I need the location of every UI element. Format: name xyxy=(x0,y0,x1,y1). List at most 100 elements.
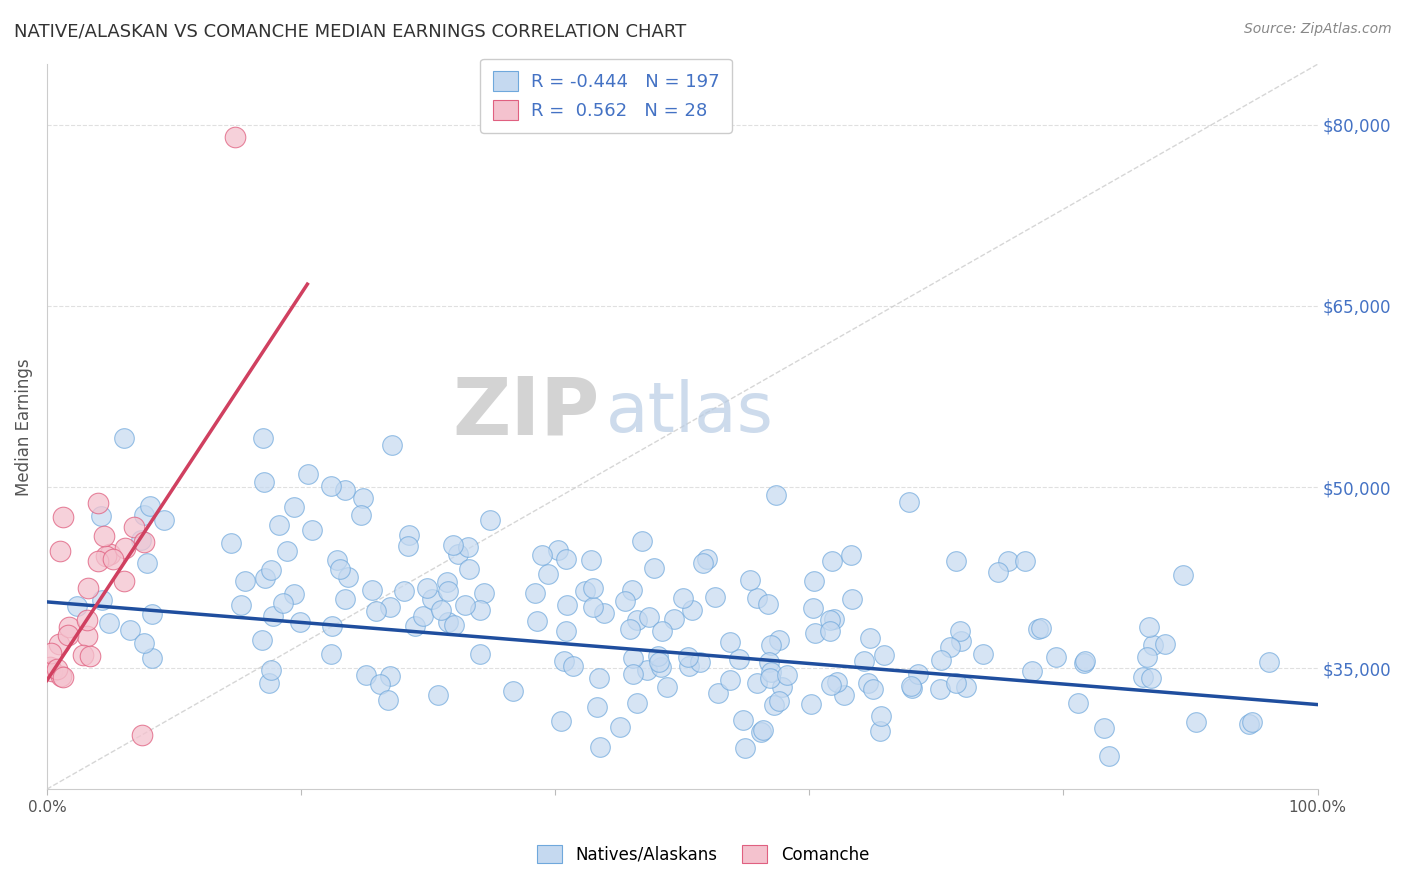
Point xyxy=(436,615,458,630)
Point xyxy=(696,552,718,566)
Point xyxy=(972,647,994,661)
Point xyxy=(626,696,648,710)
Point xyxy=(41,646,63,660)
Point xyxy=(651,624,673,638)
Point xyxy=(997,553,1019,567)
Point xyxy=(531,548,554,562)
Point xyxy=(1154,636,1177,650)
Point xyxy=(430,603,453,617)
Point xyxy=(955,680,977,694)
Point xyxy=(1173,568,1195,582)
Point xyxy=(458,562,481,576)
Point xyxy=(380,669,402,683)
Point xyxy=(620,583,643,598)
Point xyxy=(48,637,70,651)
Text: Source: ZipAtlas.com: Source: ZipAtlas.com xyxy=(1244,22,1392,37)
Point xyxy=(803,574,825,588)
Point xyxy=(118,623,141,637)
Point xyxy=(901,681,924,695)
Point xyxy=(114,541,136,556)
Point xyxy=(672,591,695,606)
Point xyxy=(756,597,779,611)
Point xyxy=(801,601,824,615)
Point xyxy=(457,540,479,554)
Point xyxy=(368,677,391,691)
Point xyxy=(728,652,751,666)
Point xyxy=(96,549,118,563)
Point xyxy=(664,612,686,626)
Point xyxy=(288,615,311,629)
Point xyxy=(554,552,576,566)
Point xyxy=(76,613,98,627)
Point xyxy=(1014,554,1036,568)
Point xyxy=(804,625,827,640)
Point xyxy=(441,539,464,553)
Point xyxy=(643,560,665,574)
Point xyxy=(621,651,644,665)
Point xyxy=(1139,619,1161,633)
Point xyxy=(1237,716,1260,731)
Point xyxy=(681,603,703,617)
Point xyxy=(1066,696,1088,710)
Point xyxy=(1021,664,1043,678)
Point xyxy=(48,544,70,558)
Y-axis label: Median Earnings: Median Earnings xyxy=(15,358,32,496)
Point xyxy=(427,688,450,702)
Point xyxy=(76,581,98,595)
Point xyxy=(52,670,75,684)
Point xyxy=(472,586,495,600)
Point xyxy=(478,513,501,527)
Point xyxy=(437,583,460,598)
Point xyxy=(321,647,343,661)
Point xyxy=(41,665,63,679)
Point xyxy=(260,563,283,577)
Point xyxy=(758,655,780,669)
Point xyxy=(759,671,782,685)
Point xyxy=(325,552,347,566)
Point xyxy=(689,655,711,669)
Point xyxy=(378,600,401,615)
Point xyxy=(470,603,492,617)
Point xyxy=(931,653,953,667)
Point xyxy=(1136,649,1159,664)
Point xyxy=(738,573,761,587)
Point xyxy=(51,668,73,682)
Point xyxy=(229,598,252,612)
Point xyxy=(252,431,274,445)
Point xyxy=(356,668,378,682)
Point xyxy=(619,622,641,636)
Text: ZIP: ZIP xyxy=(453,373,599,451)
Point xyxy=(297,467,319,481)
Point xyxy=(254,571,277,585)
Point xyxy=(579,552,602,566)
Legend: Natives/Alaskans, Comanche: Natives/Alaskans, Comanche xyxy=(530,838,876,871)
Point xyxy=(98,547,121,561)
Point xyxy=(112,431,135,445)
Point xyxy=(650,659,672,673)
Point xyxy=(333,483,356,498)
Point xyxy=(928,681,950,696)
Point xyxy=(761,665,783,679)
Point xyxy=(561,659,583,673)
Point xyxy=(582,599,605,614)
Point xyxy=(678,650,700,665)
Point xyxy=(46,662,69,676)
Point xyxy=(734,740,756,755)
Point xyxy=(1073,656,1095,670)
Point xyxy=(862,682,884,697)
Point xyxy=(283,587,305,601)
Point xyxy=(276,544,298,558)
Legend: R = -0.444   N = 197, R =  0.562   N = 28: R = -0.444 N = 197, R = 0.562 N = 28 xyxy=(479,59,733,133)
Point xyxy=(103,551,125,566)
Point xyxy=(832,688,855,702)
Point xyxy=(856,675,879,690)
Point xyxy=(301,523,323,537)
Point xyxy=(141,607,163,621)
Point xyxy=(839,548,862,562)
Point xyxy=(718,635,741,649)
Point xyxy=(412,609,434,624)
Point xyxy=(731,713,754,727)
Point xyxy=(718,673,741,687)
Point xyxy=(66,599,89,613)
Point xyxy=(749,725,772,739)
